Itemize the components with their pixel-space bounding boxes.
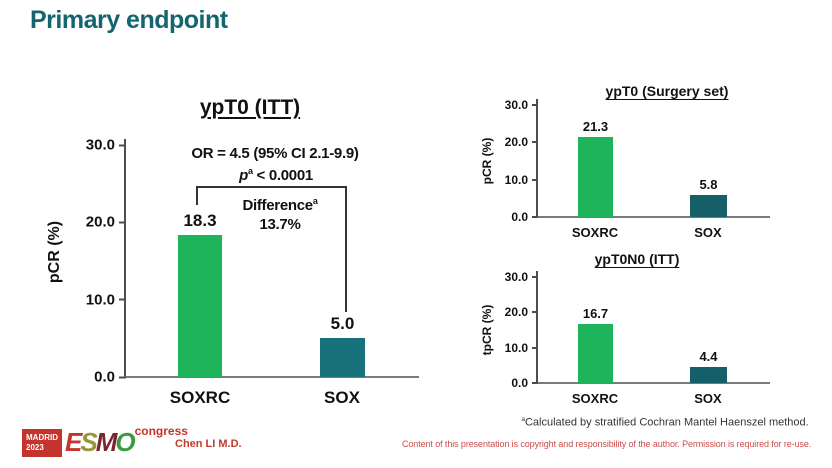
y-tick: 30.0	[494, 98, 538, 112]
y-tick: 30.0	[494, 270, 538, 284]
comparison-bracket-left	[196, 186, 198, 205]
bar-column-sox: 5.0	[320, 145, 365, 377]
page-title: Primary endpoint	[30, 6, 228, 34]
footnote: aCalculated by stratified Cochran Mantel…	[521, 416, 809, 429]
bar-value-label: 16.7	[582, 306, 609, 321]
y-axis-label: pCR (%)	[46, 220, 63, 283]
bar-value-label: 5.8	[699, 177, 718, 193]
madrid-2023-badge: MADRID 2023	[22, 429, 62, 457]
esmo-congress-logo: MADRID 2023 ESMO congress	[22, 424, 188, 458]
p-value-annotation: pa < 0.0001	[239, 166, 313, 184]
chart-ypt0-surgery-set: ypT0 (Surgery set) pCR (%) 30.0 20.0 10.…	[480, 83, 770, 240]
tick-mark	[532, 276, 538, 278]
bar-column-sox: 4.4	[690, 277, 727, 383]
y-axis-line	[536, 99, 538, 218]
comparison-bracket-right	[345, 186, 347, 312]
chart-ypt0n0-itt: ypT0N0 (ITT) tpCR (%) 30.0 20.0 10.0 0.0…	[480, 251, 770, 406]
bar-sox	[690, 195, 727, 217]
y-axis-label: pCR (%)	[480, 137, 494, 185]
difference-value: 13.7%	[259, 216, 301, 233]
y-tick: 10.0	[494, 341, 538, 355]
copyright-notice: Content of this presentation is copyrigh…	[402, 439, 812, 449]
bar-soxrc	[178, 235, 222, 377]
chart-title: ypT0 (Surgery set)	[605, 83, 729, 99]
odds-ratio-annotation: OR = 4.5 (95% CI 2.1-9.9)	[191, 145, 359, 162]
comparison-bracket-horizontal	[196, 186, 347, 188]
x-category-soxrc: SOXRC	[571, 225, 619, 240]
bar-value-label: 21.3	[582, 119, 609, 135]
tick-mark	[119, 298, 126, 301]
tick-mark	[119, 376, 126, 378]
x-axis-line	[536, 382, 770, 384]
congress-label: congress	[134, 424, 188, 438]
y-axis-line	[124, 139, 126, 378]
y-tick: 0.0	[73, 369, 126, 386]
bar-column-soxrc: 21.3	[578, 105, 613, 217]
x-category-sox: SOX	[694, 391, 722, 406]
bar-column-sox: 5.8	[690, 105, 727, 217]
tick-mark	[532, 178, 538, 181]
bar-sox	[320, 338, 365, 377]
y-tick: 20.0	[494, 135, 538, 149]
y-tick: 0.0	[494, 210, 538, 224]
y-axis-label: tpCR (%)	[480, 304, 494, 356]
chart-ypt0-itt: ypT0 (ITT) pCR (%) 30.0 20.0 10.0 0.0 OR…	[46, 96, 419, 407]
chart-title: ypT0 (ITT)	[199, 96, 301, 119]
x-category-soxrc: SOXRC	[571, 391, 619, 406]
y-tick: 10.0	[494, 173, 538, 187]
tick-mark	[532, 311, 538, 314]
y-tick: 20.0	[73, 214, 126, 231]
y-tick: 30.0	[73, 137, 126, 154]
bar-sox	[690, 367, 727, 383]
bar-value-label: 5.0	[330, 314, 355, 334]
y-tick: 20.0	[494, 305, 538, 319]
bar-column-soxrc: 18.3	[178, 145, 222, 377]
bar-value-label: 4.4	[699, 349, 718, 365]
tick-mark	[532, 346, 538, 349]
bar-soxrc	[578, 137, 613, 217]
x-axis-line	[124, 376, 419, 378]
tick-mark	[532, 216, 538, 218]
x-category-sox: SOX	[324, 388, 360, 407]
tick-mark	[119, 144, 126, 146]
difference-label: Differencea	[242, 196, 318, 214]
x-axis-line	[536, 216, 770, 218]
esmo-wordmark: ESMO	[65, 427, 136, 457]
tick-mark	[532, 104, 538, 106]
y-tick: 0.0	[494, 376, 538, 390]
y-axis-line	[536, 271, 538, 384]
y-tick: 10.0	[73, 291, 126, 308]
bar-column-soxrc: 16.7	[578, 277, 613, 383]
x-category-soxrc: SOXRC	[169, 388, 231, 407]
author-credit: Chen LI M.D.	[175, 438, 242, 450]
chart-title: ypT0N0 (ITT)	[594, 251, 680, 267]
bar-soxrc	[578, 324, 613, 383]
x-category-sox: SOX	[694, 225, 722, 240]
bar-value-label: 18.3	[183, 211, 217, 231]
tick-mark	[119, 221, 126, 224]
tick-mark	[532, 141, 538, 144]
tick-mark	[532, 382, 538, 384]
